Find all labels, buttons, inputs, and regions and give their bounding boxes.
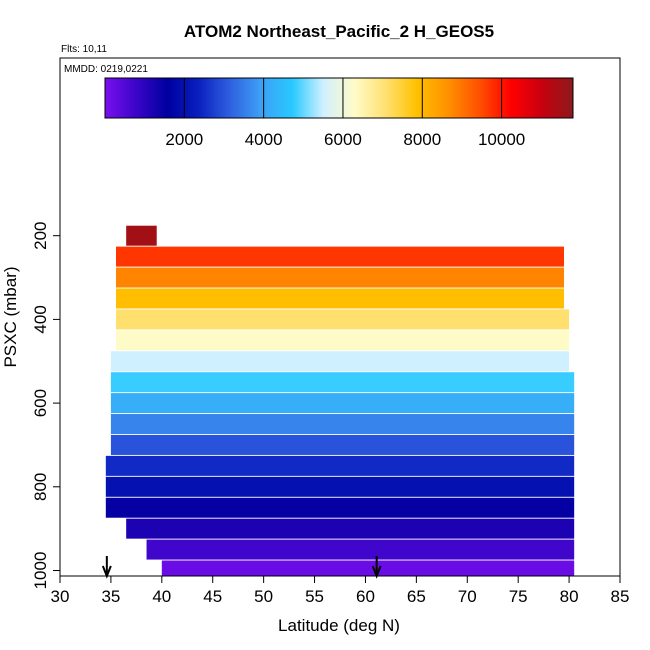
heatmap-cell [126, 518, 575, 539]
heatmap-cell [105, 455, 575, 476]
x-axis: 30 35 40 45 50 55 60 65 70 75 80 85 [51, 575, 630, 606]
x-tick-label: 70 [458, 587, 477, 606]
y-tick-label: 1000 [31, 552, 50, 590]
heatmap-cell [146, 539, 575, 560]
x-tick-label: 45 [203, 587, 222, 606]
x-tick-label: 50 [254, 587, 273, 606]
heatmap-cell [110, 393, 575, 414]
x-tick-label: 80 [560, 587, 579, 606]
x-tick-label: 60 [356, 587, 375, 606]
heatmap-cell [116, 330, 570, 351]
heatmap-cell [161, 560, 575, 576]
heatmap-cell [116, 246, 564, 267]
x-tick-label: 30 [51, 587, 70, 606]
heatmap-cell [105, 476, 575, 497]
colorbar-tick-label: 4000 [245, 130, 283, 149]
colorbar-tick-label: 8000 [403, 130, 441, 149]
heatmap-cells [105, 225, 575, 576]
y-axis-label: PSXC (mbar) [1, 266, 20, 367]
chart-title: ATOM2 Northeast_Pacific_2 H_GEOS5 [184, 22, 494, 41]
heatmap-cell [110, 414, 575, 435]
heatmap-cell [116, 309, 570, 330]
flights-annotation: Flts: 10,11 [61, 44, 107, 55]
heatmap-cell [110, 351, 570, 372]
heatmap-cell [116, 267, 564, 288]
colorbar-bar [104, 77, 574, 119]
heatmap-cell [116, 288, 564, 309]
x-tick-label: 40 [152, 587, 171, 606]
colorbar-tick-label: 2000 [165, 130, 203, 149]
y-tick-label: 800 [31, 473, 50, 501]
heatmap-cell [126, 225, 157, 246]
x-tick-label: 35 [101, 587, 120, 606]
x-tick-label: 85 [611, 587, 630, 606]
x-axis-label: Latitude (deg N) [278, 616, 400, 635]
heatmap-cell [110, 434, 575, 455]
x-tick-label: 75 [509, 587, 528, 606]
y-tick-label: 200 [31, 222, 50, 250]
heatmap-cell [105, 497, 575, 518]
date-annotation: MMDD: 0219,0221 [64, 64, 148, 75]
y-axis: 200 400 600 800 1000 [31, 222, 61, 590]
x-tick-label: 65 [407, 587, 426, 606]
colorbar: 2000 4000 6000 8000 10000 [104, 77, 574, 149]
colorbar-tick-label: 6000 [324, 130, 362, 149]
y-tick-label: 400 [31, 305, 50, 333]
heatmap-cell [110, 372, 575, 393]
x-tick-label: 55 [305, 587, 324, 606]
y-tick-label: 600 [31, 389, 50, 417]
colorbar-tick-label: 10000 [478, 130, 525, 149]
